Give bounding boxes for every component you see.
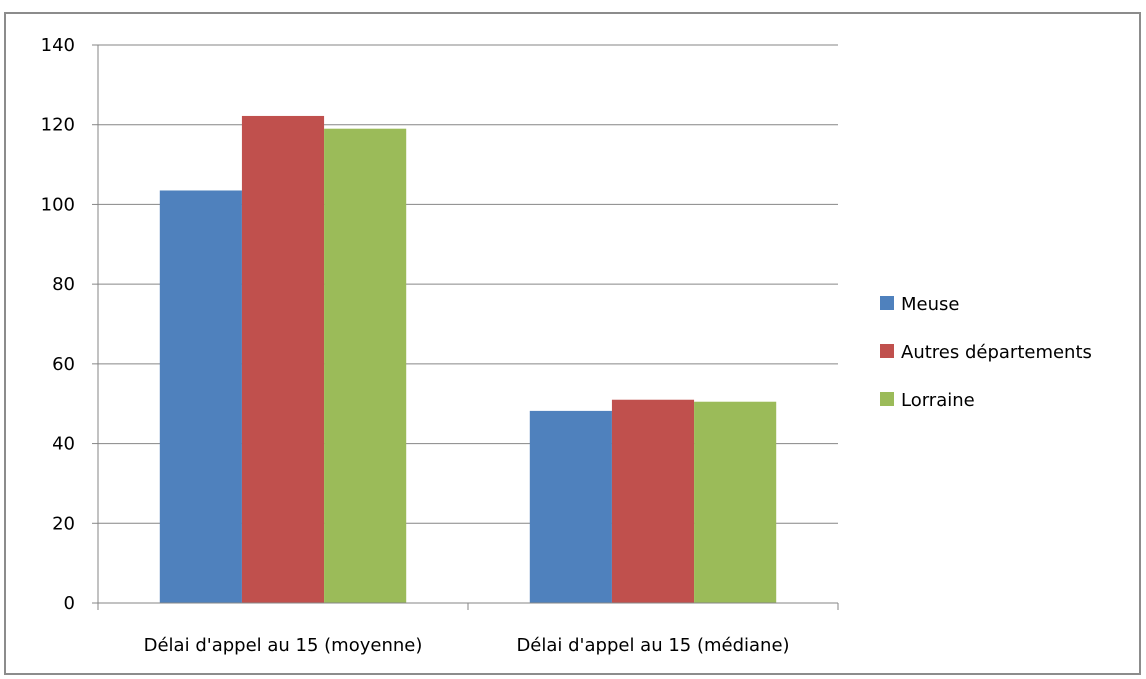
x-axis-ticks: Délai d'appel au 15 (moyenne) Délai d'app… [97, 603, 839, 656]
legend-swatch [880, 296, 894, 310]
y-tick-label: 120 [41, 115, 75, 136]
y-tick-label: 140 [41, 35, 75, 56]
bar-lorraine-1 [694, 401, 777, 603]
bars [159, 115, 777, 604]
y-tick-label: 100 [41, 194, 75, 215]
bar-autres-d-partements-0 [241, 115, 325, 604]
legend-label: Autres départements [901, 342, 1092, 363]
legend-swatch [880, 392, 894, 406]
legend-label: Lorraine [901, 390, 975, 411]
bar-lorraine-0 [324, 128, 407, 603]
legend: Meuse Autres départements Lorraine [880, 294, 1092, 411]
y-tick-label: 20 [52, 513, 75, 534]
bar-meuse-1 [529, 410, 612, 603]
x-category-label: Délai d'appel au 15 (médiane) [516, 635, 789, 656]
x-category-label: Délai d'appel au 15 (moyenne) [144, 635, 423, 656]
y-tick-label: 80 [52, 274, 75, 295]
bar-meuse-0 [159, 190, 242, 603]
y-tick-label: 60 [52, 354, 75, 375]
y-tick-label: 40 [52, 434, 75, 455]
y-tick-label: 0 [64, 593, 75, 614]
legend-label: Meuse [901, 294, 959, 315]
bar-autres-d-partements-1 [611, 399, 695, 603]
legend-swatch [880, 344, 894, 358]
y-axis-ticks: 0 20 40 60 80 100 120 140 [41, 35, 98, 614]
